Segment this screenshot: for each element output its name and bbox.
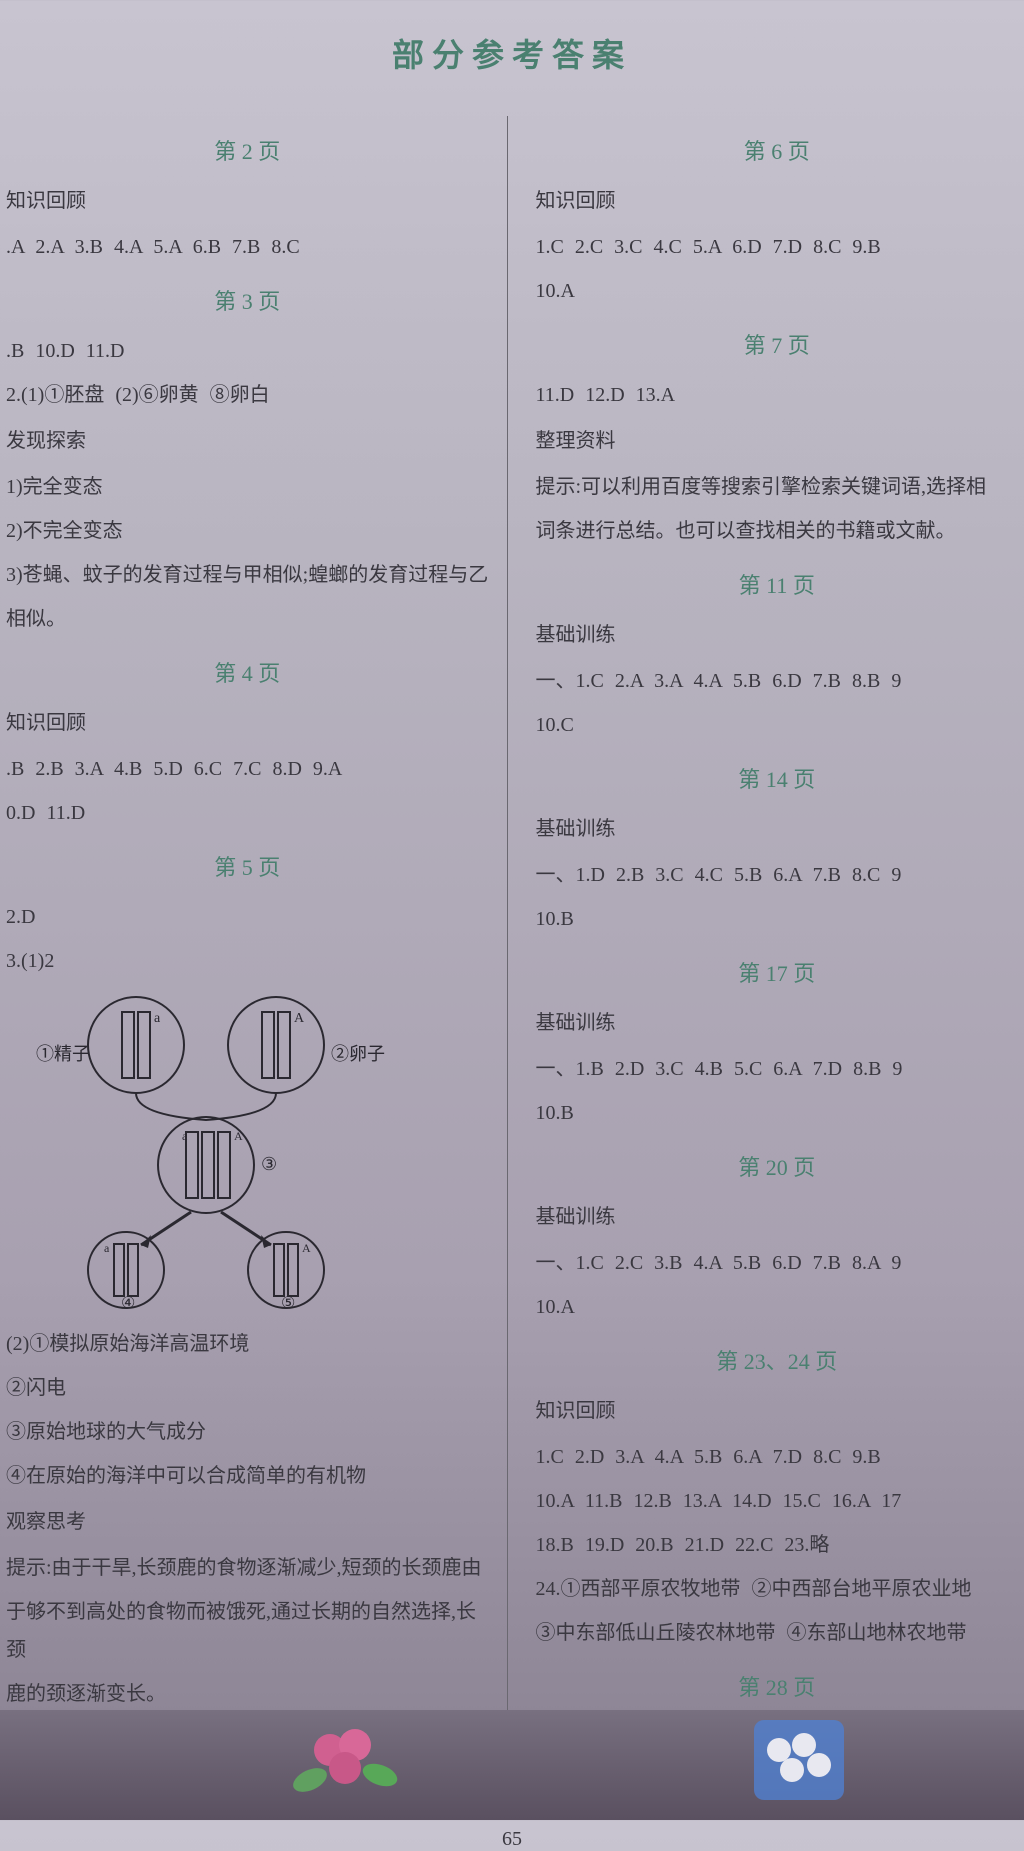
chromosome-diagram: a A ①精子 ②卵子 a A ③: [26, 990, 489, 1315]
answer-line: 24.①西部平原农牧地带 ②中西部台地平原农业地: [536, 1570, 1019, 1608]
svg-text:A: A: [234, 1129, 243, 1143]
section-label: 知识回顾: [536, 1392, 1019, 1430]
diag-label-A: A: [294, 1011, 305, 1026]
page-28-head: 第 28 页: [536, 1670, 1019, 1702]
page-11-head: 第 11 页: [536, 568, 1019, 600]
section-label: 基础训练: [536, 616, 1019, 654]
page-14-head: 第 14 页: [536, 762, 1019, 794]
answer-line: 于够不到高处的食物而被饿死,通过长期的自然选择,长颈: [6, 1593, 489, 1669]
answer-line: .A 2.A 3.B 4.A 5.A 6.B 7.B 8.C: [6, 228, 489, 266]
answer-line: (2)①模拟原始海洋高温环境: [6, 1325, 489, 1363]
answer-line: 1)完全变态: [6, 468, 489, 506]
flower-decoration-icon: [280, 1710, 410, 1810]
section-label: 发现探索: [6, 422, 489, 460]
main-title: 部分参考答案: [0, 30, 1024, 76]
answer-line: 2.D: [6, 898, 489, 936]
page-17-head: 第 17 页: [536, 956, 1019, 988]
answer-line: ③原始地球的大气成分: [6, 1413, 489, 1451]
answer-line: 10.B: [536, 1094, 1019, 1132]
answer-line: 词条进行总结。也可以查找相关的书籍或文献。: [536, 512, 1019, 550]
answer-line: 2.(1)①胚盘 (2)⑥卵黄 ⑧卵白: [6, 376, 489, 414]
answer-key-page: 部分参考答案 第 2 页 知识回顾 .A 2.A 3.B 4.A 5.A 6.B…: [0, 0, 1024, 1851]
flower-decoration-icon: [724, 1710, 874, 1810]
section-label: 知识回顾: [536, 182, 1019, 220]
diag-egg-label: ②卵子: [331, 1044, 385, 1064]
page-number: 65: [0, 1828, 1024, 1851]
section-label: 观察思考: [6, 1503, 489, 1541]
answer-line: 一、1.B 2.D 3.C 4.B 5.C 6.A 7.D 8.B 9: [536, 1050, 1019, 1088]
answer-line: 11.D 12.D 13.A: [536, 376, 1019, 414]
two-column-layout: 第 2 页 知识回顾 .A 2.A 3.B 4.A 5.A 6.B 7.B 8.…: [0, 116, 1024, 1808]
diag-label-5: ⑤: [281, 1295, 295, 1310]
answer-line: 10.A: [536, 272, 1019, 310]
answer-line: 1.C 2.D 3.A 4.A 5.B 6.A 7.D 8.C 9.B: [536, 1438, 1019, 1476]
section-label: 整理资料: [536, 422, 1019, 460]
diag-label-3: ③: [261, 1154, 277, 1174]
page-20-head: 第 20 页: [536, 1150, 1019, 1182]
tablecloth-strip: [0, 1710, 1024, 1820]
answer-line: 10.A 11.B 12.B 13.A 14.D 15.C 16.A 17: [536, 1482, 1019, 1520]
answer-line: ②闪电: [6, 1369, 489, 1407]
answer-line: 0.D 11.D: [6, 794, 489, 832]
answer-line: 10.B: [536, 900, 1019, 938]
answer-line: 2)不完全变态: [6, 512, 489, 550]
section-label: 基础训练: [536, 810, 1019, 848]
answer-line: 一、1.C 2.A 3.A 4.A 5.B 6.D 7.B 8.B 9: [536, 662, 1019, 700]
section-label: 知识回顾: [6, 182, 489, 220]
answer-line: 10.C: [536, 706, 1019, 744]
page-3-head: 第 3 页: [6, 284, 489, 316]
diag-label-a: a: [154, 1011, 161, 1026]
page-2-head: 第 2 页: [6, 134, 489, 166]
diag-sperm-label: ①精子: [36, 1044, 90, 1064]
answer-line: 3)苍蝇、蚊子的发育过程与甲相似;蝗螂的发育过程与乙: [6, 556, 489, 594]
answer-line: 提示:可以利用百度等搜索引擎检索关键词语,选择相: [536, 468, 1019, 506]
answer-line: 提示:由于干旱,长颈鹿的食物逐渐减少,短颈的长颈鹿由: [6, 1549, 489, 1587]
right-column: 第 6 页 知识回顾 1.C 2.C 3.C 4.C 5.A 6.D 7.D 8…: [507, 116, 1024, 1808]
answer-line: 一、1.C 2.C 3.B 4.A 5.B 6.D 7.B 8.A 9: [536, 1244, 1019, 1282]
answer-line: .B 2.B 3.A 4.B 5.D 6.C 7.C 8.D 9.A: [6, 750, 489, 788]
answer-line: 10.A: [536, 1288, 1019, 1326]
page-6-head: 第 6 页: [536, 134, 1019, 166]
section-label: 知识回顾: [6, 704, 489, 742]
answer-line: 一、1.D 2.B 3.C 4.C 5.B 6.A 7.B 8.C 9: [536, 856, 1019, 894]
section-label: 基础训练: [536, 1198, 1019, 1236]
answer-line: .B 10.D 11.D: [6, 332, 489, 370]
answer-line: ④在原始的海洋中可以合成简单的有机物: [6, 1457, 489, 1495]
svg-text:A: A: [302, 1241, 311, 1255]
answer-line: ③中东部低山丘陵农林地带 ④东部山地林农地带: [536, 1614, 1019, 1652]
section-label: 基础训练: [536, 1004, 1019, 1042]
svg-text:a: a: [104, 1241, 110, 1255]
page-5-head: 第 5 页: [6, 850, 489, 882]
page-7-head: 第 7 页: [536, 328, 1019, 360]
svg-text:a: a: [182, 1129, 188, 1143]
page-4-head: 第 4 页: [6, 656, 489, 688]
answer-line: 相似。: [6, 600, 489, 638]
answer-line: 鹿的颈逐渐变长。: [6, 1675, 489, 1713]
page-23-24-head: 第 23、24 页: [536, 1344, 1019, 1376]
answer-line: 18.B 19.D 20.B 21.D 22.C 23.略: [536, 1526, 1019, 1564]
answer-line: 3.(1)2: [6, 942, 489, 980]
left-column: 第 2 页 知识回顾 .A 2.A 3.B 4.A 5.A 6.B 7.B 8.…: [0, 116, 507, 1808]
answer-line: 1.C 2.C 3.C 4.C 5.A 6.D 7.D 8.C 9.B: [536, 228, 1019, 266]
diag-label-4: ④: [121, 1295, 135, 1310]
